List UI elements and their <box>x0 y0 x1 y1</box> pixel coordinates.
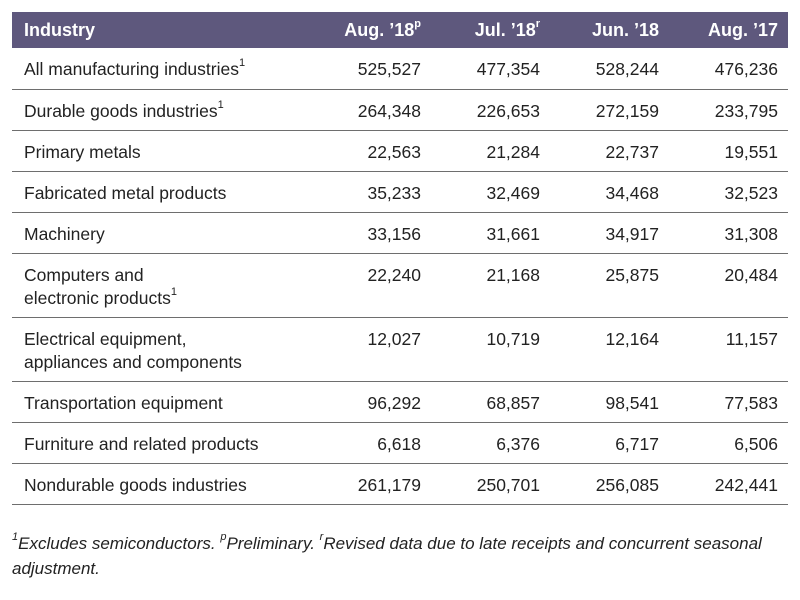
value-cell: 96,292 <box>312 381 431 423</box>
value-cell: 22,240 <box>312 253 431 318</box>
industry-label-line: electronic products <box>24 287 171 308</box>
footnote-sup-p: p <box>220 531 227 544</box>
table-row: Fabricated metal products 35,233 32,469 34,… <box>12 171 788 213</box>
industry-label-line: All manufacturing industries <box>24 59 239 79</box>
column-header-superscript: r <box>535 17 540 30</box>
value-cell: 68,857 <box>431 381 550 423</box>
column-header-label: Aug. ’18 <box>344 19 415 40</box>
footnote-text-3: Revised data due to late receipts and co… <box>12 534 762 578</box>
column-header-superscript: p <box>414 17 421 30</box>
table-row: Durable goods industries1 264,348 226,653 2… <box>12 89 788 131</box>
value-cell: 31,308 <box>669 212 788 254</box>
value-cell: 31,661 <box>431 212 550 254</box>
value-cell: 528,244 <box>550 48 669 90</box>
value-cell: 34,468 <box>550 171 669 213</box>
column-header-label: Aug. ’17 <box>707 19 778 40</box>
column-header-2: Jul. ’18r <box>431 12 550 48</box>
industry-cell: Fabricated metal products <box>12 171 312 213</box>
value-cell: 34,917 <box>550 212 669 254</box>
value-cell: 272,159 <box>550 89 669 131</box>
value-cell: 477,354 <box>431 48 550 90</box>
value-cell: 6,376 <box>431 422 550 464</box>
table-row: Electrical equipment, appliances and comp… <box>12 317 788 382</box>
industry-cell: Transportation equipment <box>12 381 312 423</box>
header-row: Industry Aug. ’18p Jul. ’18r Jun. ’18 Aug. ’… <box>12 12 788 48</box>
value-cell: 21,284 <box>431 130 550 172</box>
table-header: Industry Aug. ’18p Jul. ’18r Jun. ’18 Aug. ’… <box>12 12 788 48</box>
footnote-text-1: Excludes semiconductors. <box>18 534 221 553</box>
footnote-marker: 1 <box>170 285 178 298</box>
value-cell: 32,523 <box>669 171 788 213</box>
table-row: Furniture and related products 6,618 6,376… <box>12 422 788 464</box>
industry-label-line: Computers and <box>24 264 144 285</box>
footnote-sup-1: 1 <box>12 531 19 544</box>
value-cell: 6,506 <box>669 422 788 464</box>
industry-label-line: Nondurable goods industries <box>24 474 247 495</box>
value-cell: 32,469 <box>431 171 550 213</box>
industry-cell: Primary metals <box>12 130 312 172</box>
industry-label-line: Durable goods industries <box>24 100 218 121</box>
column-header-label: Industry <box>24 19 96 40</box>
value-cell: 12,027 <box>312 317 431 382</box>
value-cell: 22,563 <box>312 130 431 172</box>
value-cell: 33,156 <box>312 212 431 254</box>
value-cell: 226,653 <box>431 89 550 131</box>
footnote-marker: 1 <box>238 57 246 70</box>
footnote: 1Excludes semiconductors. pPreliminary. … <box>12 531 788 581</box>
industry-label-line: appliances and components <box>24 351 242 372</box>
industry-cell: Furniture and related products <box>12 422 312 464</box>
value-cell: 6,717 <box>550 422 669 464</box>
value-cell: 21,168 <box>431 253 550 318</box>
value-cell: 256,085 <box>550 463 669 505</box>
footnote-text-2: Preliminary. <box>226 534 320 553</box>
value-cell: 35,233 <box>312 171 431 213</box>
column-header-3: Jun. ’18 <box>550 12 669 48</box>
industry-label-line: Transportation equipment <box>24 392 223 413</box>
industry-label-line: Furniture and related products <box>24 433 259 454</box>
industry-cell: All manufacturing industries1 <box>12 48 312 90</box>
value-cell: 525,527 <box>312 48 431 90</box>
value-cell: 476,236 <box>669 48 788 90</box>
value-cell: 242,441 <box>669 463 788 505</box>
table-row: Nondurable goods industries 261,179 250,70… <box>12 463 788 505</box>
value-cell: 20,484 <box>669 253 788 318</box>
column-header-4: Aug. ’17 <box>669 12 788 48</box>
industry-cell: Computers and electronic products1 <box>12 253 312 318</box>
industry-cell: Durable goods industries1 <box>12 89 312 131</box>
value-cell: 261,179 <box>312 463 431 505</box>
value-cell: 25,875 <box>550 253 669 318</box>
table-body: All manufacturing industries1 525,527 477,… <box>12 48 788 505</box>
industry-cell: Nondurable goods industries <box>12 463 312 505</box>
value-cell: 264,348 <box>312 89 431 131</box>
table-row: All manufacturing industries1 525,527 477,… <box>12 48 788 90</box>
industry-label-line: Machinery <box>24 223 105 244</box>
value-cell: 10,719 <box>431 317 550 382</box>
industry-cell: Machinery <box>12 212 312 254</box>
column-header-label: Jun. ’18 <box>591 19 659 40</box>
value-cell: 6,618 <box>312 422 431 464</box>
industry-label-line: Fabricated metal products <box>24 182 227 203</box>
industry-label-line: Primary metals <box>24 141 141 162</box>
table-row: Transportation equipment 96,292 68,857 98,5… <box>12 381 788 423</box>
value-cell: 11,157 <box>669 317 788 382</box>
table-row: Primary metals 22,563 21,284 22,737 19,551 <box>12 130 788 172</box>
column-header-1: Aug. ’18p <box>312 12 431 48</box>
industry-table: Industry Aug. ’18p Jul. ’18r Jun. ’18 Aug. ’… <box>12 12 788 505</box>
column-header-label: Jul. ’18 <box>474 19 536 40</box>
table-row: Computers and electronic products1 22,240 2… <box>12 253 788 318</box>
table-row: Machinery 33,156 31,661 34,917 31,308 <box>12 212 788 254</box>
industry-label-line: Electrical equipment, <box>24 328 187 349</box>
value-cell: 12,164 <box>550 317 669 382</box>
footnote-sup-r: r <box>319 531 324 544</box>
column-header-industry: Industry <box>12 12 312 48</box>
footnote-marker: 1 <box>217 98 224 111</box>
value-cell: 19,551 <box>669 130 788 172</box>
value-cell: 98,541 <box>550 381 669 423</box>
value-cell: 77,583 <box>669 381 788 423</box>
value-cell: 22,737 <box>550 130 669 172</box>
value-cell: 233,795 <box>669 89 788 131</box>
industry-cell: Electrical equipment, appliances and comp… <box>12 317 312 382</box>
data-table-container: Industry Aug. ’18p Jul. ’18r Jun. ’18 Aug. ’… <box>12 12 788 505</box>
value-cell: 250,701 <box>431 463 550 505</box>
